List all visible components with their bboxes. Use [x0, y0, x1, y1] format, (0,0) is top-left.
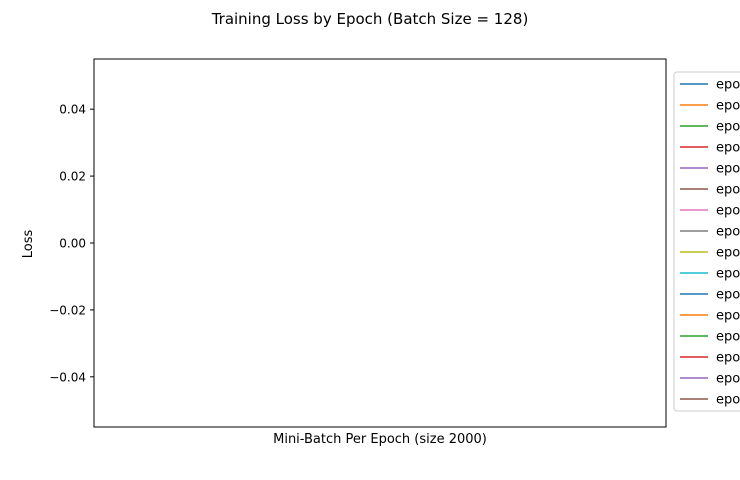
legend-label: epoc	[716, 162, 740, 177]
legend-item: epoc	[680, 120, 740, 135]
legend-item: epoc	[680, 351, 740, 366]
y-tick-label: 0.04	[59, 103, 86, 117]
legend-frame	[673, 71, 740, 412]
legend-item: epoc	[680, 393, 740, 408]
x-axis-label: Mini-Batch Per Epoch (size 2000)	[273, 432, 487, 447]
legend-item: epoc	[680, 183, 740, 198]
y-axis-ticks: 0.04 0.02 0.00 −0.02 −0.04	[49, 103, 94, 384]
y-axis-label: Loss	[21, 230, 36, 259]
legend-item: epoc	[680, 330, 740, 345]
legend-label: epoc	[716, 225, 740, 240]
legend-item: epoc	[680, 288, 740, 303]
legend-label: epoc	[716, 351, 740, 366]
legend-label: epoc	[716, 78, 740, 93]
legend-label: epoc	[716, 141, 740, 156]
legend-item: epoc	[680, 225, 740, 240]
legend-item: epoc	[680, 78, 740, 93]
legend: epoc epoc epoc epoc epoc epoc epoc epoc epoc epoc…	[673, 71, 740, 412]
legend-label: epoc	[716, 288, 740, 303]
legend-item: epoc	[680, 204, 740, 219]
legend-label: epoc	[716, 309, 740, 324]
legend-label: epoc	[716, 393, 740, 408]
legend-item: epoc	[680, 372, 740, 387]
legend-label: epoc	[716, 330, 740, 345]
legend-label: epoc	[716, 267, 740, 282]
legend-label: epoc	[716, 120, 740, 135]
chart-title: Training Loss by Epoch (Batch Size = 128…	[211, 10, 529, 28]
y-tick-label: −0.02	[49, 303, 86, 317]
legend-label: epoc	[716, 183, 740, 198]
legend-label: epoc	[716, 372, 740, 387]
legend-item: epoc	[680, 99, 740, 114]
legend-item: epoc	[680, 246, 740, 261]
y-tick-label: −0.04	[49, 370, 86, 384]
legend-item: epoc	[680, 309, 740, 324]
legend-label: epoc	[716, 99, 740, 114]
plot-area	[93, 58, 667, 428]
y-tick-label: 0.02	[59, 170, 86, 184]
legend-item: epoc	[680, 141, 740, 156]
legend-item: epoc	[680, 162, 740, 177]
legend-label: epoc	[716, 246, 740, 261]
legend-item: epoc	[680, 267, 740, 282]
y-tick-label: 0.00	[59, 237, 86, 251]
legend-label: epoc	[716, 204, 740, 219]
